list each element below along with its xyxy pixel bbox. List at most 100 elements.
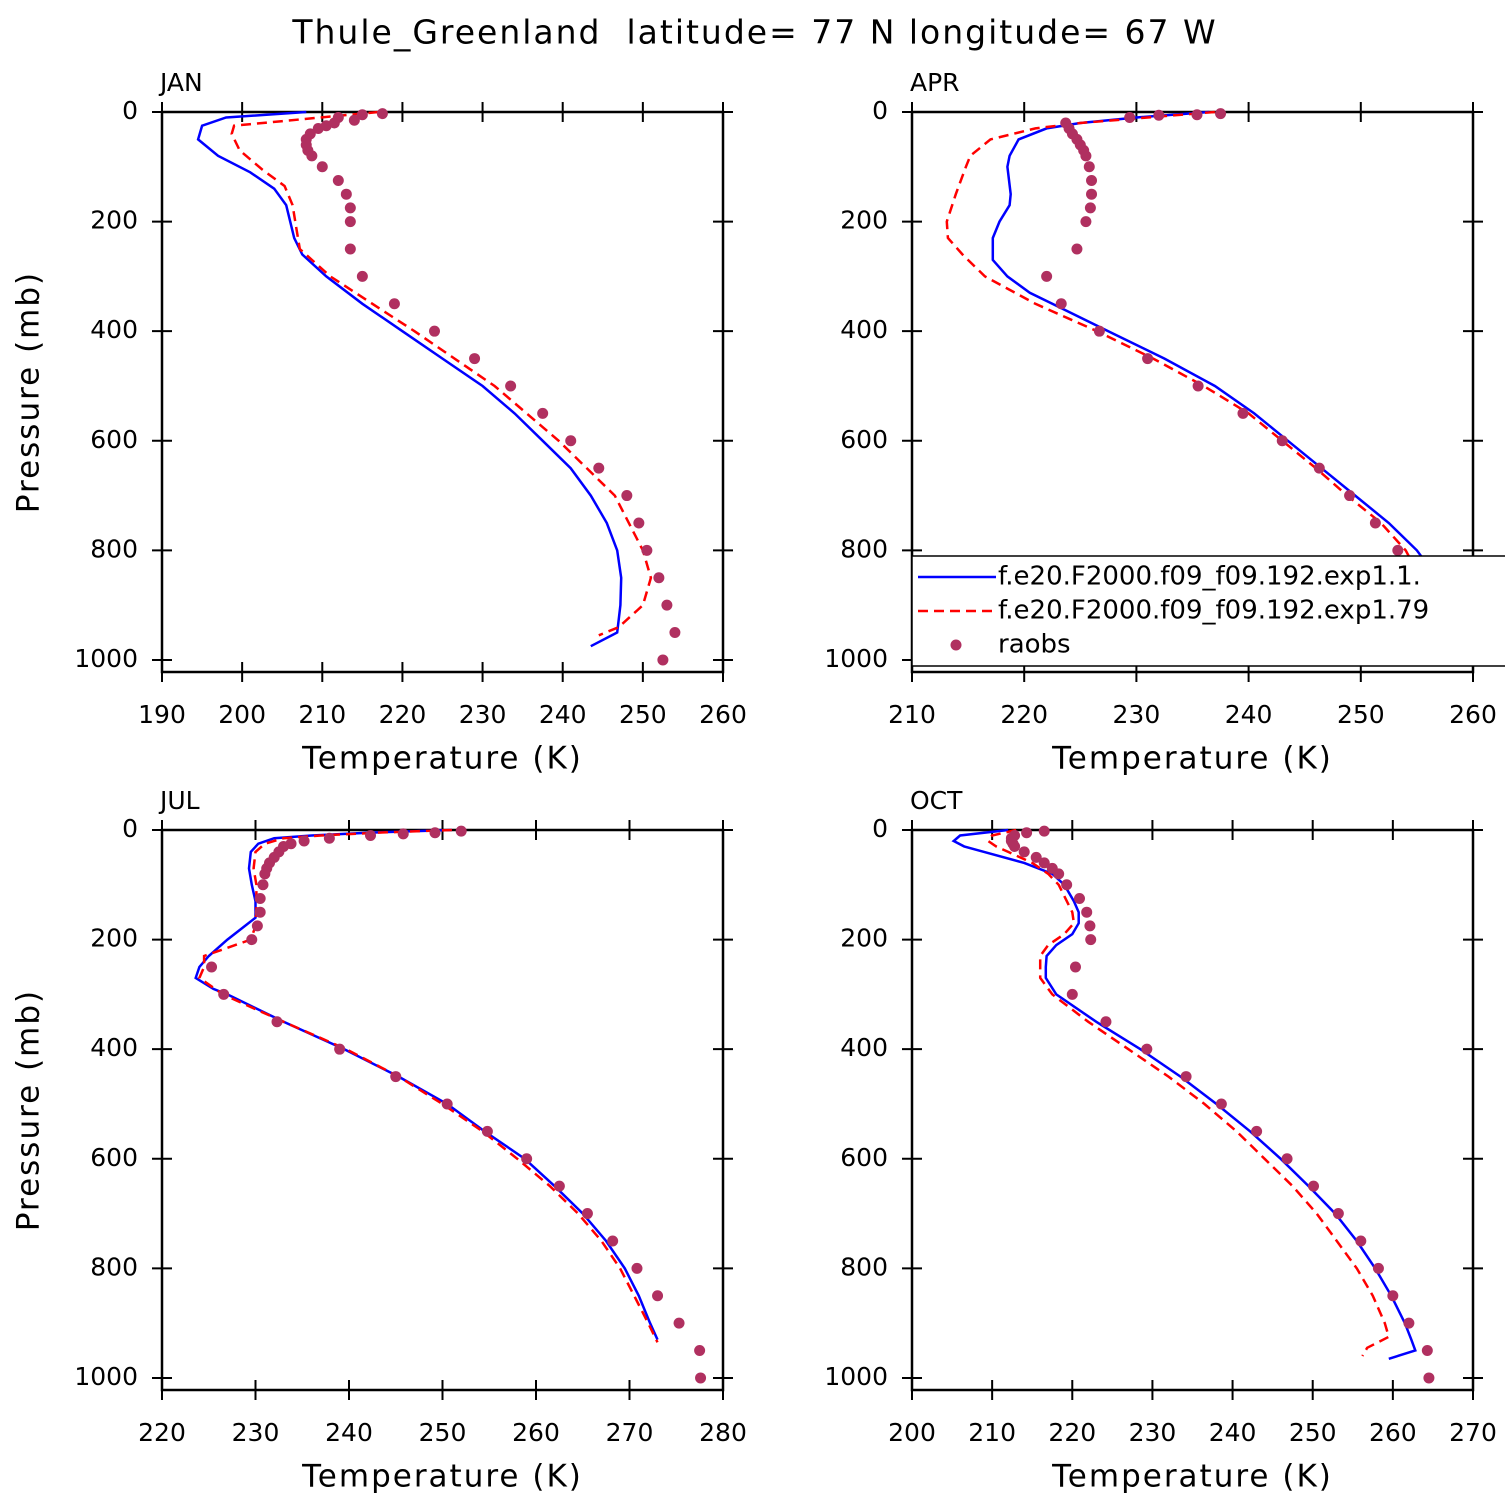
data-point — [251, 920, 263, 932]
y-tick-label: 600 — [90, 1143, 138, 1172]
y-tick-label: 1000 — [824, 1362, 888, 1391]
data-point — [344, 243, 356, 255]
data-point — [298, 835, 310, 847]
data-point — [1180, 1071, 1192, 1083]
data-point — [1073, 892, 1085, 904]
x-tick-label: 220 — [1000, 700, 1048, 729]
data-point — [1084, 202, 1096, 214]
data-point — [695, 1372, 707, 1384]
data-line — [951, 828, 1417, 1360]
data-point — [607, 1235, 619, 1247]
data-line — [945, 110, 1425, 628]
data-point — [246, 934, 258, 946]
data-point — [1080, 150, 1092, 162]
x-tick-label: 250 — [1337, 700, 1385, 729]
x-tick-label: 210 — [298, 700, 346, 729]
data-point — [271, 1016, 283, 1028]
data-point — [429, 827, 441, 839]
plot-frame — [910, 828, 1475, 1392]
data-point — [1142, 353, 1154, 365]
data-point — [1369, 517, 1381, 529]
data-point — [376, 108, 388, 120]
data-point — [344, 202, 356, 214]
x-axis-label: Temperature (K) — [1051, 741, 1333, 777]
data-point — [218, 988, 230, 1000]
data-point — [1069, 961, 1081, 973]
y-tick-label: 0 — [122, 814, 138, 843]
x-tick-label: 240 — [1225, 700, 1273, 729]
data-point — [323, 832, 335, 844]
data-point — [553, 1180, 565, 1192]
data-point — [1215, 1098, 1227, 1110]
x-tick-label: 210 — [968, 1418, 1016, 1447]
data-point — [348, 114, 360, 126]
y-tick-label: 400 — [90, 315, 138, 344]
x-tick-label: 240 — [325, 1418, 373, 1447]
data-point — [455, 825, 467, 837]
data-point — [1387, 1290, 1399, 1302]
data-point — [388, 298, 400, 310]
data-point — [344, 216, 356, 228]
data-point — [254, 892, 266, 904]
data-point — [652, 1290, 664, 1302]
data-point — [1085, 934, 1097, 946]
data-point — [1093, 325, 1105, 337]
data-point — [1038, 825, 1050, 837]
data-point — [481, 1125, 493, 1137]
y-axis-label: Pressure (mb) — [11, 989, 47, 1231]
y-tick-label: 400 — [90, 1033, 138, 1062]
legend-box — [911, 555, 1505, 667]
data-point — [306, 150, 318, 162]
y-tick-label: 600 — [840, 425, 888, 454]
data-point — [505, 380, 517, 392]
x-tick-label: 250 — [1289, 1418, 1337, 1447]
legend-label: f.e20.F2000.f09_f09.192.exp1.1. — [998, 562, 1421, 592]
x-tick-label: 200 — [888, 1418, 936, 1447]
x-tick-label: 230 — [1113, 700, 1161, 729]
y-tick-label: 1000 — [74, 644, 138, 673]
data-point — [1421, 1345, 1433, 1357]
data-point — [1392, 544, 1404, 556]
data-point — [1308, 1180, 1320, 1192]
data-point — [1344, 490, 1356, 502]
x-tick-label: 260 — [512, 1418, 560, 1447]
y-tick-label: 800 — [840, 534, 888, 563]
data-point — [1192, 380, 1204, 392]
data-point — [1041, 270, 1053, 282]
y-tick-label: 400 — [840, 315, 888, 344]
data-point — [1086, 174, 1098, 186]
data-point — [1083, 161, 1095, 173]
panel-title: JAN — [158, 68, 203, 97]
data-point — [1153, 109, 1165, 121]
data-point — [340, 188, 352, 200]
data-point — [254, 906, 266, 918]
data-point — [257, 879, 269, 891]
y-tick-label: 200 — [840, 206, 888, 235]
data-point — [1055, 298, 1067, 310]
x-tick-label: 230 — [1129, 1418, 1177, 1447]
legend-label: raobs — [998, 630, 1071, 660]
data-point — [1332, 1208, 1344, 1220]
x-tick-label: 280 — [699, 1418, 747, 1447]
data-point — [1061, 879, 1073, 891]
data-point — [1191, 109, 1203, 121]
data-point — [1215, 108, 1227, 120]
data-point — [1030, 851, 1042, 863]
data-point — [657, 654, 669, 666]
data-point — [673, 1317, 685, 1329]
panel-title: OCT — [910, 786, 963, 815]
y-tick-label: 800 — [90, 534, 138, 563]
figure-title: Thule_Greenland latitude= 77 N longitude… — [291, 13, 1217, 52]
data-point — [469, 353, 481, 365]
data-point — [356, 109, 368, 121]
data-point — [653, 572, 665, 584]
data-point — [669, 627, 681, 639]
data-line — [197, 828, 659, 1343]
x-axis-label: Temperature (K) — [301, 741, 583, 777]
data-point — [1423, 1372, 1435, 1384]
data-point — [1313, 462, 1325, 474]
x-tick-label: 230 — [459, 700, 507, 729]
plot-frame — [160, 828, 725, 1392]
panel-title: JUL — [158, 786, 200, 815]
data-point — [334, 1043, 346, 1055]
